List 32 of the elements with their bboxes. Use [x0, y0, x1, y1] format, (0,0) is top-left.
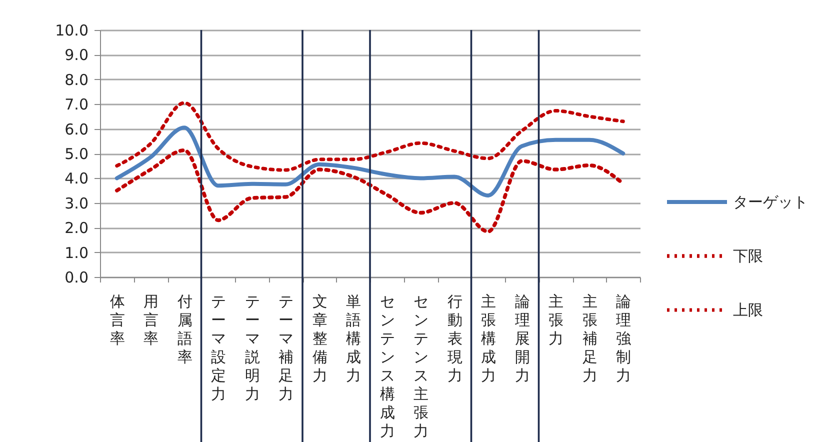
y-tick-label: 6.0: [64, 120, 88, 138]
x-tick-label: 行動表現力: [447, 292, 462, 384]
y-tick-label: 7.0: [64, 96, 88, 114]
y-tick-label: 10.0: [55, 22, 88, 40]
x-tick-label: テーマ説明力: [244, 292, 260, 403]
line-series: [115, 101, 625, 172]
x-tick-label: 論理強制力: [616, 292, 632, 384]
y-tick-label: 9.0: [64, 46, 88, 64]
y-tick-label: 4.0: [64, 170, 88, 188]
x-tick-label: テーマ補足力: [278, 292, 294, 403]
line-series: [114, 126, 626, 198]
x-tick-label: 論理展開力: [514, 292, 530, 384]
y-tick-label: 3.0: [64, 194, 88, 212]
x-tick-label: 付属語率: [176, 292, 192, 366]
x-tick-label: 主張力: [548, 292, 564, 348]
y-tick-label: 5.0: [64, 145, 88, 163]
legend-label: 上限: [733, 301, 763, 319]
legend-label: ターゲット: [733, 193, 808, 211]
x-tick-label: 文章整備力: [312, 292, 328, 384]
x-tick-label: センテンス主張力: [414, 292, 429, 440]
y-tick-label: 2.0: [64, 219, 88, 238]
x-tick-label: 体言率: [110, 292, 125, 348]
legend-label: 下限: [733, 247, 763, 265]
x-tick-label: 単語構成力: [346, 292, 362, 384]
x-tick-label: センテンス構成力: [380, 292, 395, 440]
x-tick-label: 主張構成力: [481, 292, 496, 384]
x-tick-label: 用言率: [144, 292, 159, 348]
x-tick-label: 主張補足力: [582, 292, 598, 384]
x-tick-label: テーマ設定力: [211, 292, 226, 403]
y-tick-label: 1.0: [64, 244, 88, 262]
y-tick-label: 0.0: [64, 268, 88, 286]
y-tick-label: 8.0: [64, 70, 88, 89]
